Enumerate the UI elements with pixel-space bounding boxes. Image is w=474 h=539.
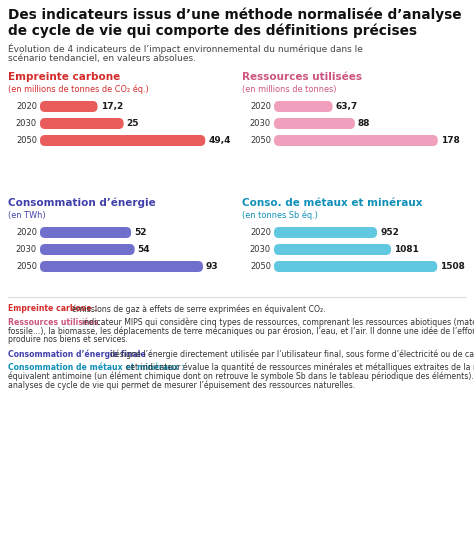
- Text: Des indicateurs issus d’une méthode normalisée d’analyse: Des indicateurs issus d’une méthode norm…: [8, 7, 462, 22]
- Text: 2020: 2020: [16, 228, 37, 237]
- Text: Consommation d’énergie finale :: Consommation d’énergie finale :: [8, 349, 155, 358]
- Text: Consommation d’énergie: Consommation d’énergie: [8, 198, 156, 209]
- Text: 2030: 2030: [16, 245, 37, 254]
- Text: Ressources utilisées: Ressources utilisées: [242, 72, 362, 82]
- FancyBboxPatch shape: [40, 227, 131, 238]
- Text: de cycle de vie qui comporte des définitions précises: de cycle de vie qui comporte des définit…: [8, 23, 417, 38]
- Text: (en millions de tonnes de CO₂ éq.): (en millions de tonnes de CO₂ éq.): [8, 85, 149, 94]
- Text: désigne l’énergie directement utilisée par l’utilisateur final, sous forme d’éle: désigne l’énergie directement utilisée p…: [110, 349, 474, 358]
- Text: 52: 52: [134, 228, 146, 237]
- Text: Évolution de 4 indicateurs de l’impact environnemental du numérique dans le: Évolution de 4 indicateurs de l’impact e…: [8, 44, 363, 54]
- Text: (en TWh): (en TWh): [8, 211, 46, 220]
- FancyBboxPatch shape: [274, 118, 355, 129]
- FancyBboxPatch shape: [40, 101, 98, 112]
- Text: (en millions de tonnes): (en millions de tonnes): [242, 85, 337, 94]
- Text: Ressources utilisées :: Ressources utilisées :: [8, 318, 107, 327]
- Text: 2020: 2020: [250, 228, 271, 237]
- Text: (en tonnes Sb éq.): (en tonnes Sb éq.): [242, 211, 318, 220]
- FancyBboxPatch shape: [274, 261, 437, 272]
- Text: Empreinte carbone :: Empreinte carbone :: [8, 304, 100, 313]
- Text: 2020: 2020: [250, 102, 271, 111]
- Text: 88: 88: [358, 119, 371, 128]
- FancyBboxPatch shape: [40, 118, 124, 129]
- Text: 952: 952: [380, 228, 399, 237]
- Text: 2050: 2050: [250, 136, 271, 145]
- FancyBboxPatch shape: [40, 244, 135, 255]
- Text: cet indicateur évalue la quantité de ressources minérales et métalliques extrait: cet indicateur évalue la quantité de res…: [127, 363, 474, 372]
- Text: 2050: 2050: [16, 136, 37, 145]
- Text: fossile...), la biomasse, les déplacements de terre mécaniques ou par érosion, l: fossile...), la biomasse, les déplacemen…: [8, 327, 474, 336]
- FancyBboxPatch shape: [274, 135, 438, 146]
- Text: 178: 178: [441, 136, 460, 145]
- Text: 2030: 2030: [250, 245, 271, 254]
- Text: 17,2: 17,2: [100, 102, 123, 111]
- Text: équivalent antimoine (un élément chimique dont on retrouve le symbole Sb dans le: équivalent antimoine (un élément chimiqu…: [8, 372, 474, 381]
- FancyBboxPatch shape: [274, 227, 377, 238]
- Text: scénario tendanciel, en valeurs absolues.: scénario tendanciel, en valeurs absolues…: [8, 54, 196, 63]
- Text: 2030: 2030: [250, 119, 271, 128]
- Text: analyses de cycle de vie qui permet de mesurer l’épuisement des ressources natur: analyses de cycle de vie qui permet de m…: [8, 381, 355, 390]
- Text: 54: 54: [137, 245, 150, 254]
- FancyBboxPatch shape: [40, 135, 205, 146]
- Text: 49,4: 49,4: [208, 136, 231, 145]
- Text: 2050: 2050: [16, 262, 37, 271]
- Text: Consommation de métaux et minéraux :: Consommation de métaux et minéraux :: [8, 363, 187, 372]
- Text: indicateur MIPS qui considère cinq types de ressources, comprenant les ressource: indicateur MIPS qui considère cinq types…: [82, 318, 474, 327]
- Text: 63,7: 63,7: [336, 102, 358, 111]
- Text: 2030: 2030: [16, 119, 37, 128]
- Text: produire nos biens et services.: produire nos biens et services.: [8, 335, 128, 344]
- Text: émissions de gaz à effets de serre exprimées en équivalent CO₂.: émissions de gaz à effets de serre expri…: [72, 304, 326, 314]
- FancyBboxPatch shape: [274, 101, 333, 112]
- FancyBboxPatch shape: [40, 261, 203, 272]
- Text: Conso. de métaux et minéraux: Conso. de métaux et minéraux: [242, 198, 422, 208]
- FancyBboxPatch shape: [274, 244, 391, 255]
- Text: 1508: 1508: [440, 262, 465, 271]
- Text: 25: 25: [127, 119, 139, 128]
- Text: 93: 93: [206, 262, 219, 271]
- Text: 2020: 2020: [16, 102, 37, 111]
- Text: 2050: 2050: [250, 262, 271, 271]
- Text: 1081: 1081: [394, 245, 419, 254]
- Text: Empreinte carbone: Empreinte carbone: [8, 72, 120, 82]
